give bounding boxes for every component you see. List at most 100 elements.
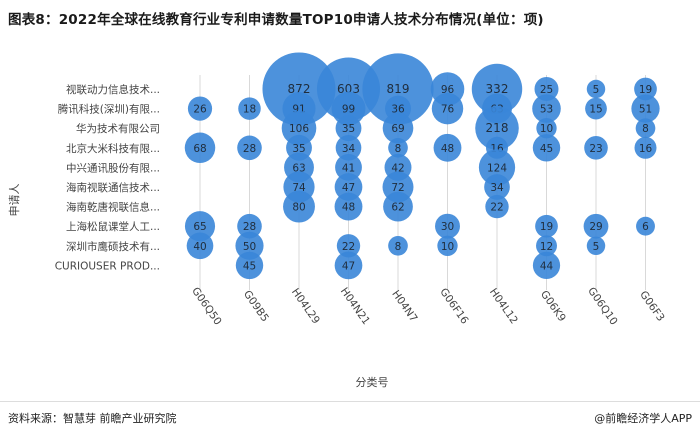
bubble-value-label: 6 bbox=[642, 221, 649, 233]
bubble bbox=[237, 135, 262, 161]
bubble-value-label: 819 bbox=[387, 82, 410, 96]
bubble-value-label: 106 bbox=[289, 123, 309, 135]
x-axis-title: 分类号 bbox=[356, 375, 389, 389]
bubble-value-label: 12 bbox=[540, 241, 553, 253]
bubble-point: 28 bbox=[237, 135, 262, 161]
y-tick-label: 腾讯科技(深圳)有限... bbox=[58, 103, 160, 116]
bubble-point: 51 bbox=[631, 94, 660, 123]
bubble-value-label: 68 bbox=[193, 143, 206, 155]
bubble-point: 10 bbox=[437, 235, 458, 256]
bubble bbox=[336, 234, 361, 258]
bubble bbox=[283, 190, 315, 223]
bubble-value-label: 16 bbox=[639, 143, 653, 155]
bubble bbox=[186, 232, 214, 260]
x-tick-label: H04N7 bbox=[389, 288, 419, 324]
bubble-value-label: 45 bbox=[243, 260, 256, 272]
bubble-point: 12 bbox=[536, 235, 557, 257]
bubble bbox=[532, 94, 561, 123]
y-tick-label: CURIOUSER PROD... bbox=[55, 260, 160, 272]
brand-credit: @前瞻经济学人APP bbox=[594, 412, 692, 425]
y-axis-labels: 视联动力信息技术... 腾讯科技(深圳)有限... 华为技术有限公司北京大米科技有限… bbox=[55, 83, 160, 272]
bubble-point: 18 bbox=[238, 97, 261, 120]
bubble-point: 48 bbox=[334, 192, 363, 221]
bubble-point: 45 bbox=[532, 134, 561, 162]
bubble-value-label: 51 bbox=[639, 104, 652, 116]
x-tick-label: G06Q10 bbox=[585, 285, 620, 327]
y-tick-label: 海南乾唐视联信息... bbox=[66, 201, 160, 214]
bubble-point: 44 bbox=[532, 251, 561, 280]
bubble bbox=[237, 213, 262, 239]
bubble bbox=[383, 191, 413, 222]
bubble bbox=[532, 134, 561, 162]
bubble bbox=[187, 96, 213, 121]
bubble-value-label: 72 bbox=[391, 182, 404, 194]
bubble-point: 106 bbox=[281, 110, 317, 146]
bubble bbox=[335, 134, 362, 161]
bubble bbox=[362, 53, 434, 125]
bubble-point: 50 bbox=[235, 231, 264, 260]
bubble bbox=[636, 216, 655, 236]
bubble-point: 5 bbox=[586, 236, 606, 256]
bubble-value-label: 40 bbox=[193, 241, 206, 253]
bubble-point: 19 bbox=[634, 77, 657, 101]
bubble-value-label: 25 bbox=[540, 84, 553, 96]
bubble bbox=[485, 194, 509, 219]
source-note: 资料来源：智慧芽 前瞻产业研究院 bbox=[8, 412, 177, 425]
bubble-value-label: 332 bbox=[486, 82, 509, 96]
bubble-value-label: 8 bbox=[395, 241, 402, 253]
y-tick-label: 北京大米科技有限... bbox=[66, 142, 160, 155]
bubble-point: 41 bbox=[335, 153, 362, 181]
bubble-point: 25 bbox=[534, 77, 559, 101]
bubble-value-label: 69 bbox=[391, 123, 404, 135]
bubble-point: 819 bbox=[362, 53, 434, 125]
bubble-point: 8 bbox=[388, 137, 408, 158]
bubble-value-label: 5 bbox=[593, 241, 600, 253]
bubble-value-label: 30 bbox=[441, 221, 454, 233]
bubble bbox=[586, 236, 606, 256]
bubble-value-label: 26 bbox=[193, 104, 207, 116]
bubble-value-label: 34 bbox=[342, 143, 356, 155]
bubble-value-label: 80 bbox=[292, 202, 305, 214]
bubble-value-label: 42 bbox=[391, 162, 404, 174]
bubble-value-label: 872 bbox=[288, 82, 311, 96]
bubble bbox=[534, 77, 559, 101]
bubble-point: 30 bbox=[435, 213, 460, 239]
bubble-point: 29 bbox=[583, 213, 609, 239]
bubble-point: 53 bbox=[532, 94, 561, 123]
x-tick-label: G06K9 bbox=[538, 288, 568, 324]
bubble bbox=[281, 110, 317, 146]
bubble-point: 6 bbox=[636, 216, 655, 236]
bubble bbox=[433, 133, 462, 162]
bubble-point: 16 bbox=[634, 136, 657, 159]
bubble-value-label: 23 bbox=[589, 143, 602, 155]
bubble bbox=[478, 149, 516, 186]
bubble-point: 68 bbox=[184, 132, 216, 164]
bubble-value-label: 124 bbox=[487, 162, 507, 174]
bubble-value-label: 22 bbox=[342, 241, 355, 253]
bubble-value-label: 22 bbox=[490, 202, 503, 214]
bubble bbox=[238, 97, 261, 120]
bubble bbox=[634, 136, 657, 159]
bubble bbox=[635, 118, 656, 139]
bubble-point: 69 bbox=[382, 112, 414, 144]
bubble-point: 28 bbox=[237, 213, 262, 239]
bubble bbox=[585, 97, 607, 120]
x-tick-label: G06F16 bbox=[437, 286, 470, 327]
bubble bbox=[583, 213, 609, 239]
bubble-value-label: 65 bbox=[193, 221, 206, 233]
bubble-value-label: 41 bbox=[342, 162, 355, 174]
bubble-value-label: 96 bbox=[441, 84, 455, 96]
bubble bbox=[235, 251, 264, 280]
bubble-point: 40 bbox=[186, 232, 214, 260]
y-tick-label: 视联动力信息技术... bbox=[66, 83, 160, 96]
bubble bbox=[634, 77, 657, 101]
bubble bbox=[431, 92, 464, 125]
bubble-value-label: 34 bbox=[490, 182, 504, 194]
bubble bbox=[437, 235, 458, 256]
bubble bbox=[334, 192, 363, 221]
bubble-value-label: 50 bbox=[243, 241, 256, 253]
bubble-value-label: 35 bbox=[342, 123, 355, 135]
bubble-value-label: 48 bbox=[342, 202, 355, 214]
y-axis-title: 申请人 bbox=[8, 184, 21, 217]
bubble-point: 45 bbox=[235, 251, 264, 280]
